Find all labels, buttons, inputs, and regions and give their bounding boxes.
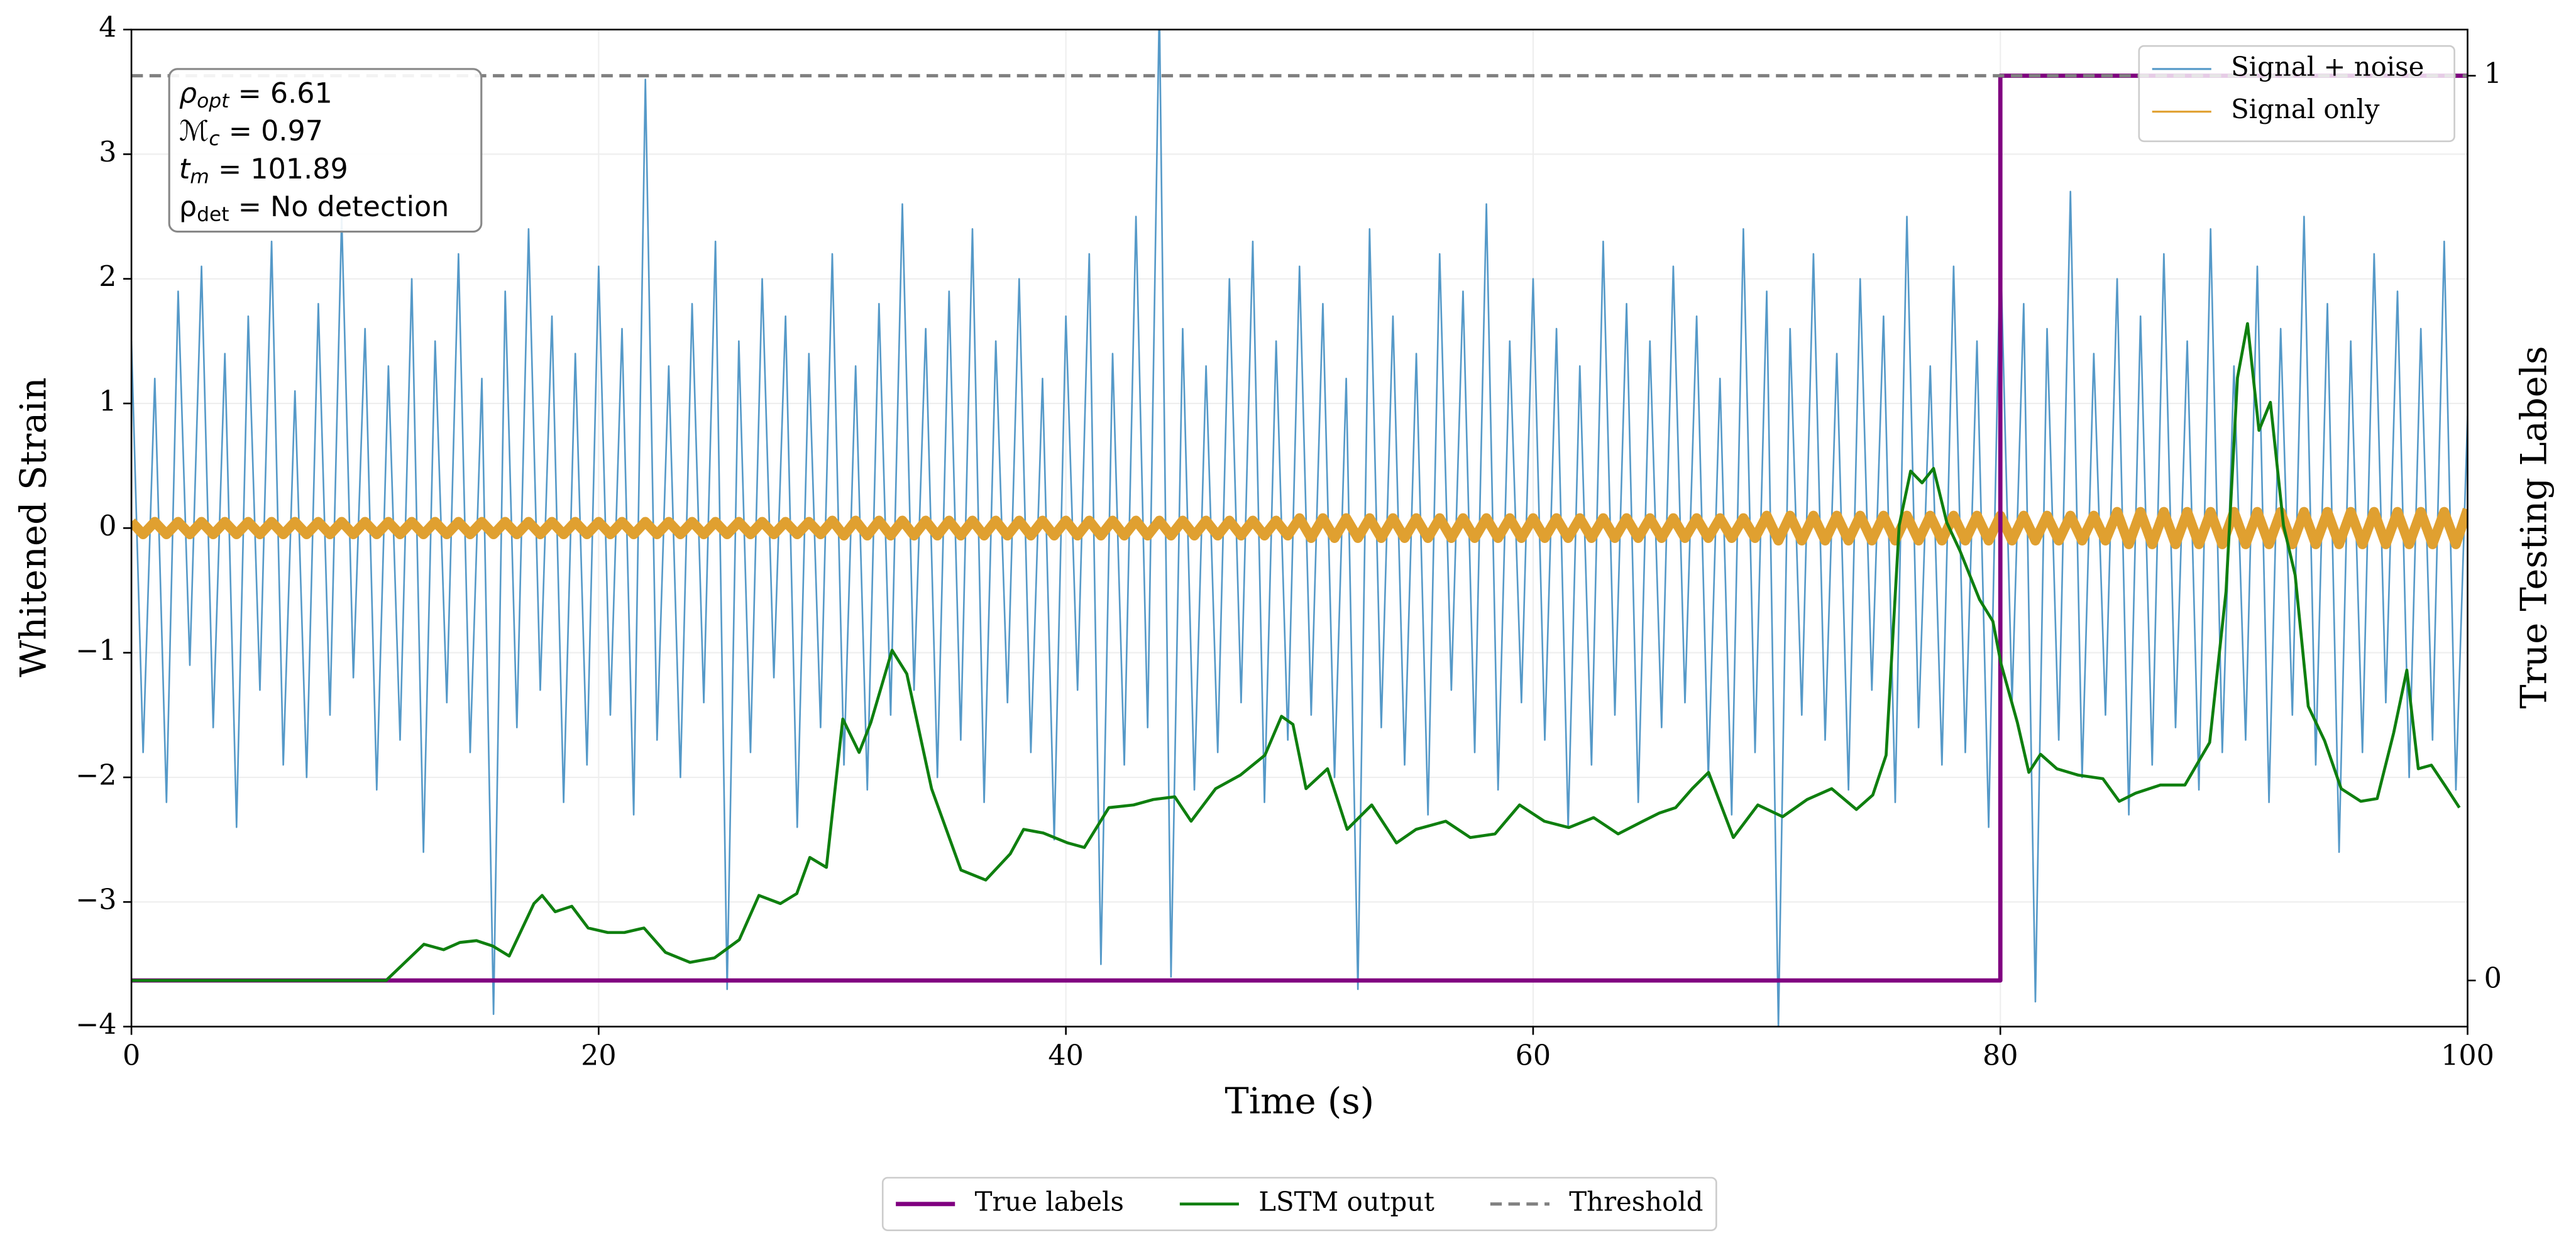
x-tick-label: 40	[1048, 1040, 1084, 1072]
annotation-text: = 6.61	[229, 78, 332, 110]
annotation-sub: m	[190, 165, 209, 188]
annotation-line: ℳc = 0.97	[179, 116, 323, 150]
x-tick-label: 80	[1983, 1040, 2018, 1072]
legend: Signal + noise Signal only	[2138, 45, 2455, 143]
annotation-line: ρopt = 6.61	[179, 78, 333, 112]
x-axis-label: Time (s)	[1225, 1080, 1374, 1122]
y2-axis-label: True Testing Labels	[2513, 346, 2555, 708]
legend-label: LSTM output	[1258, 1186, 1434, 1217]
x-tick-label: 0	[123, 1040, 140, 1072]
legend-label: True labels	[975, 1186, 1124, 1217]
annotation-text: = No detection	[229, 191, 449, 223]
x-tick-label: 20	[581, 1040, 617, 1072]
series-line	[131, 30, 2468, 1027]
y-tick-label: −2	[75, 759, 116, 791]
annotation-line: ρdet = No detection	[179, 191, 449, 226]
y2-tick-label: 0	[2484, 963, 2502, 995]
annotation-sub: opt	[197, 90, 230, 112]
y-tick-label: 3	[99, 136, 116, 168]
y-tick-label: 4	[99, 12, 116, 44]
series-line	[131, 507, 2468, 549]
series-line	[131, 322, 2461, 982]
y-tick-label: 2	[99, 261, 116, 293]
y-tick-label: −1	[75, 635, 116, 667]
annotation-text: = 0.97	[220, 116, 323, 148]
y-axis-label: Whitened Strain	[13, 377, 55, 677]
legend: True labels LSTM output Threshold	[881, 1176, 1717, 1231]
annotation-box	[168, 68, 483, 233]
annotation-symbol: ρ	[179, 191, 197, 223]
x-tick-label: 100	[2441, 1040, 2494, 1072]
legend-box	[881, 1176, 1717, 1231]
y-tick-label: 1	[99, 385, 116, 417]
annotation-symbol: ℳ	[179, 116, 209, 148]
legend-label: Threshold	[1569, 1186, 1703, 1217]
y2-tick-label: 1	[2484, 58, 2502, 90]
y-tick-label: 0	[99, 510, 116, 542]
annotation-text: = 101.89	[209, 153, 348, 185]
annotation-sub: det	[197, 203, 229, 226]
legend-label: Signal + noise	[2231, 51, 2424, 82]
annotation-line: tm = 101.89	[179, 153, 348, 188]
plot-frame	[130, 28, 2469, 1028]
x-tick-label: 60	[1516, 1040, 1551, 1072]
legend-box	[2138, 45, 2455, 143]
y-tick-label: −3	[75, 884, 116, 916]
legend-label: Signal only	[2231, 94, 2380, 124]
y-tick-label: −4	[75, 1009, 116, 1041]
annotation-symbol: t	[179, 153, 191, 185]
annotation-symbol: ρ	[179, 78, 197, 110]
annotation-sub: c	[209, 128, 219, 150]
